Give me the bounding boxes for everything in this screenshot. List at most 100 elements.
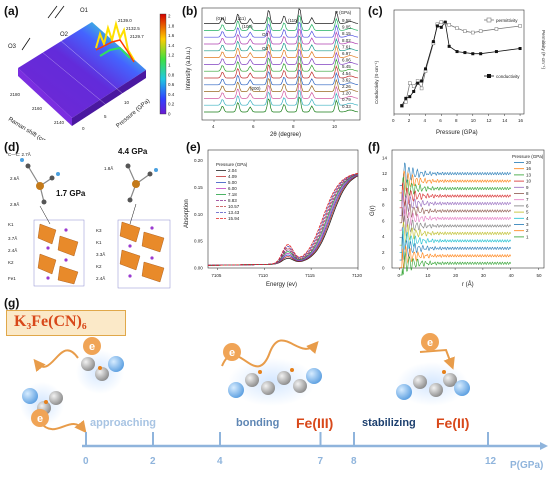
f-xtick: 40	[509, 273, 515, 278]
label-o3: O3	[8, 44, 17, 50]
permittivity-point	[408, 81, 412, 85]
stage-approaching: approaching	[90, 417, 156, 429]
panel-a-plot: O1 O2 O3 2139.0 2132.5 2129.7 2180 2160 …	[7, 5, 175, 149]
f-legend-title: Pressure (GPa)	[512, 154, 544, 159]
f-ytick: 8	[382, 203, 385, 208]
conductivity-point	[471, 52, 475, 56]
conductivity-point	[435, 24, 439, 28]
b-legend-entry: 2.26	[342, 84, 351, 89]
e-xtick: 7110	[258, 273, 268, 278]
e-ytick: 0.20	[194, 158, 203, 163]
f-legend-entry: 8	[526, 191, 529, 196]
c-xtick: 4	[424, 118, 427, 123]
b-legend-title: P (GPa)	[335, 10, 352, 15]
d-bond-1: C—C: 2.7Å	[8, 151, 31, 157]
xrd-curve	[204, 48, 359, 65]
f-xtick: 50	[536, 273, 542, 278]
pressure-tick-label: 7	[318, 456, 324, 467]
species-fe2: Fe(II)	[436, 415, 469, 431]
c-xtick: 0	[392, 118, 395, 123]
xrd-curve	[204, 96, 359, 113]
peak-label-1: 2139.0	[118, 18, 132, 23]
b-legend-entry: 9.05	[342, 25, 351, 30]
xrd-curve	[204, 69, 359, 86]
e-legend-entry: 4.09	[228, 174, 237, 179]
d-bond-4: 1.8Å	[104, 165, 113, 171]
conductivity-point	[404, 96, 408, 100]
pressure-axis-ticks: 0 2 4 7 8 12	[83, 432, 497, 467]
e-legend-entry: 15.94	[228, 216, 240, 221]
formula-text: K₃Fe(CN)₆	[14, 313, 87, 330]
b-legend-entry: 7.61	[342, 44, 351, 49]
f-ylabel: G(r)	[370, 205, 376, 216]
e-xtick: 7115	[305, 273, 315, 278]
b-xtick: 8	[292, 124, 295, 129]
a-ylabel: Pressure (GPa)	[115, 98, 151, 129]
d-bond-7: 3.3Å	[96, 251, 105, 257]
c-legend-perm: permittivity	[496, 18, 518, 23]
panel-label-f: (f)	[368, 140, 380, 154]
d-bond-8: 2.4Å	[96, 275, 105, 281]
conductivity-point	[400, 104, 404, 108]
molecule-left	[20, 158, 60, 205]
xrd-curve	[204, 35, 359, 52]
pdf-curve	[399, 176, 511, 201]
xrd-curves	[204, 8, 359, 113]
pdf-curve	[399, 207, 511, 231]
e-xtick: 7120	[352, 273, 363, 278]
colorbar-tick: 1.4	[168, 43, 175, 48]
panel-d: (d) C—C: 2.7Å 2.6Å 2.9Å 1.7 GPa 4	[0, 140, 182, 292]
f-yticks: 0 2 4 6 8 10 12 14	[382, 155, 388, 270]
e-legend-entry: 2.04	[228, 168, 237, 173]
pdf-curve	[399, 245, 511, 268]
permittivity-point	[455, 26, 459, 30]
b-legend-entry: 8.02	[342, 38, 351, 43]
f-legend-entry: 7	[526, 197, 529, 202]
conductivity-point	[455, 50, 459, 54]
a-xlabel: Raman shift (cm⁻¹)	[7, 117, 53, 140]
molecule-stage-2	[221, 339, 322, 406]
f-legend-entry: 10	[526, 179, 532, 184]
e-legend-entry: 13.43	[228, 210, 240, 215]
colorbar-ticks: 2 1.8 1.6 1.4 1.2 1 0.8 0.6 0.4 0.2 0	[168, 14, 175, 117]
f-legend-entry: 1	[526, 234, 529, 239]
c-xtick: 2	[408, 118, 411, 123]
electron-2: e	[37, 413, 43, 425]
c-legend-cond: conductivity	[496, 74, 520, 79]
conductivity-point	[416, 81, 420, 85]
panel-c-plot: 0 2 4 6 8 10 12 14 16 permittivity conductivity …	[374, 9, 546, 136]
b-xtick: 4	[212, 124, 215, 129]
f-xtick: 0	[398, 273, 401, 278]
b-legend-entry: 3.62	[342, 77, 351, 82]
permittivity-point	[494, 27, 499, 31]
panel-e-plot: 2.044.095.006.007.188.8310.5713.4315.94 …	[184, 149, 363, 288]
b-annot-110: (110)	[288, 18, 299, 23]
panel-label-b: (b)	[182, 4, 198, 18]
conductivity-point	[408, 95, 412, 99]
b-legend-entry: 4.54	[342, 71, 351, 76]
conductivity-point	[443, 20, 447, 24]
colorbar-tick: 1.8	[168, 23, 175, 28]
f-legend-entry: 16	[526, 166, 532, 171]
conductivity-point	[463, 51, 467, 55]
conductivity-point	[420, 79, 424, 83]
pdf-curve	[399, 215, 511, 240]
f-legend-entry: 13	[526, 172, 532, 177]
panel-label-e: (e)	[186, 140, 201, 154]
a-ytick-3: 10	[124, 100, 130, 105]
pdf-curve	[399, 227, 511, 253]
b-legend: 9.58 9.058.15 8.027.61 6.97 6.065.45 4.543.62…	[342, 18, 351, 109]
c-xticks: 0 2 4 6 8 10 12 14 16	[392, 114, 524, 123]
pdf-curve	[399, 189, 511, 216]
panel-e: (e) 2.04 4.09 5.00 6.00 7.18 8.83 10.57 13.43 15…	[182, 140, 366, 292]
panel-d-structures: C—C: 2.7Å 2.6Å 2.9Å 1.7 GPa 4.4 GPa 1.8Å	[8, 147, 171, 289]
pdf-curve	[399, 162, 511, 186]
b-annot-o2: O2	[262, 46, 269, 51]
b-annot-011: (011)	[216, 16, 227, 21]
pdf-curve	[399, 199, 511, 224]
b-xticks: 4 6 8 10	[212, 120, 338, 129]
e-xtick: 7105	[211, 273, 222, 278]
e-legend-entry: 5.00	[228, 180, 237, 185]
b-xtick: 10	[332, 124, 338, 129]
